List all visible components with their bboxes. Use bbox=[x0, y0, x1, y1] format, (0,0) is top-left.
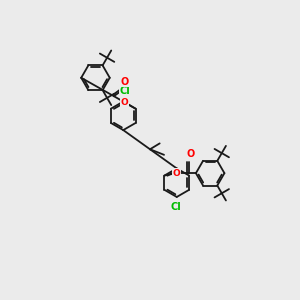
Text: O: O bbox=[172, 169, 180, 178]
Text: O: O bbox=[186, 149, 195, 159]
Text: Cl: Cl bbox=[119, 86, 130, 96]
Text: O: O bbox=[120, 98, 128, 106]
Text: O: O bbox=[121, 77, 129, 87]
Text: Cl: Cl bbox=[170, 202, 181, 212]
